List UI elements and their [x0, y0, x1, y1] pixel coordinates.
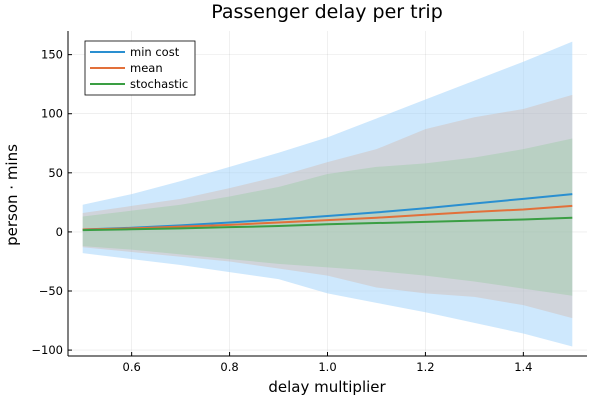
chart-title: Passenger delay per trip — [211, 1, 443, 23]
plot-area — [67, 31, 587, 357]
y-axis: −100 −50 0 50 100 150 — [31, 48, 72, 357]
stochastic-series-line — [82, 216, 573, 232]
x-tick-label: 0.8 — [220, 360, 238, 374]
y-tick-label: 100 — [41, 107, 63, 121]
y-tick-label: 150 — [41, 48, 63, 62]
x-tick-label: 1.2 — [416, 360, 434, 374]
y-axis-label: person · mins — [3, 144, 21, 246]
legend-label: mean — [130, 61, 163, 75]
stochastic-confidence-band — [82, 138, 573, 296]
mean-confidence-band — [82, 94, 573, 319]
x-tick-label: 0.6 — [123, 360, 141, 374]
y-tick-label: 50 — [48, 166, 63, 180]
y-tick-label: 0 — [56, 225, 63, 239]
legend-label: stochastic — [130, 77, 188, 91]
x-axis-label: delay multiplier — [268, 378, 386, 396]
legend-label: min cost — [130, 45, 180, 59]
legend: min cost mean stochastic — [84, 40, 196, 96]
x-axis: 0.6 0.8 1.0 1.2 1.4 — [123, 352, 532, 374]
mean-series-line — [82, 204, 573, 231]
y-tick-label: −100 — [31, 343, 63, 357]
y-tick-label: −50 — [39, 284, 63, 298]
x-tick-label: 1.4 — [514, 360, 532, 374]
x-tick-label: 1.0 — [318, 360, 336, 374]
min-cost-confidence-band — [82, 41, 573, 347]
